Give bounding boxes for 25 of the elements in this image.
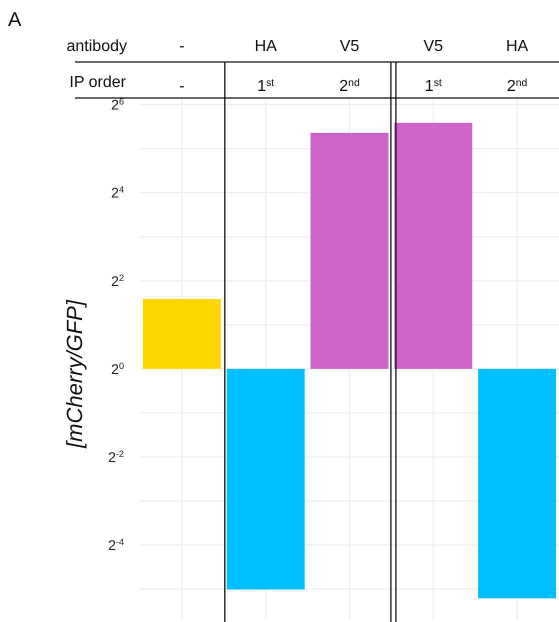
y-tick-label: 2$^{-2}$ xyxy=(108,448,124,465)
text: 2$^{nd}$ xyxy=(339,78,360,95)
x-tick-label: - xyxy=(179,38,185,55)
y-tick-label: 2$^{4}$ xyxy=(111,184,124,201)
y-tick-label: 2$^{6}$ xyxy=(111,96,124,113)
y-tick-label: 2$^{-4}$ xyxy=(108,537,124,554)
bar xyxy=(394,122,472,369)
text: antibody xyxy=(66,38,127,55)
text: A xyxy=(8,9,22,31)
y-tick-label: 2$^{2}$ xyxy=(111,272,124,289)
y-axis-title: [mCherry/GFP] xyxy=(62,299,87,449)
bar xyxy=(478,368,556,598)
x-tick-label: V5 xyxy=(424,38,444,55)
bar xyxy=(310,132,388,369)
x-tick-label: HA xyxy=(254,38,278,55)
text: 2$^{nd}$ xyxy=(506,78,528,95)
y-tick-label: 2$^{0}$ xyxy=(111,360,124,377)
bar xyxy=(226,368,305,590)
text: 1$^{st}$ xyxy=(424,78,442,95)
x-tick-label: HA xyxy=(506,38,529,55)
x-tick-label: V5 xyxy=(340,38,360,55)
bar xyxy=(142,299,221,369)
text: IP order xyxy=(69,74,127,91)
text: 1$^{st}$ xyxy=(257,78,274,95)
text: - xyxy=(179,78,185,95)
